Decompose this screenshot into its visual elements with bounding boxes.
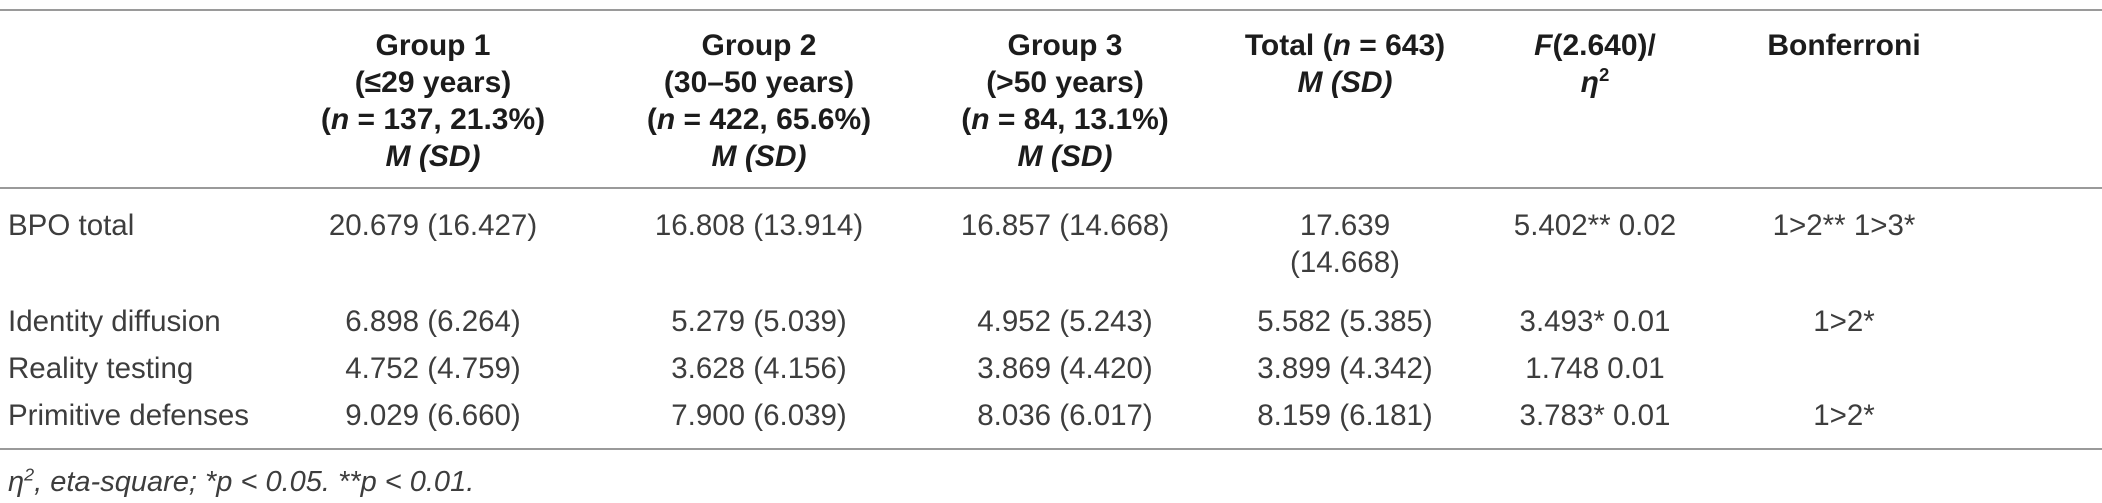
cell-f-eta: 3.493* 0.01 xyxy=(1519,305,1671,338)
cell-f-eta: 3.783* 0.01 xyxy=(1480,389,1710,450)
header-f-line: F(2.640)/ xyxy=(1534,29,1656,62)
table-row-identity-diffusion: Identity diffusion 6.898 (6.264) 5.279 (… xyxy=(0,295,2102,342)
header-bonferroni: Bonferroni xyxy=(1710,10,2102,189)
header-group1: Group 1 (≤29 years) (n = 137, 21.3%) M (… xyxy=(268,10,598,189)
cell-total: 3.899 (4.342) xyxy=(1257,352,1433,385)
cell-bonferroni: 1>2* xyxy=(1813,305,1875,338)
cell-f-eta: 1.748 0.01 xyxy=(1525,352,1665,385)
table-body: BPO total 20.679 (16.427) 16.808 (13.914… xyxy=(0,188,2102,450)
header-group2-n: (n = 422, 65.6%) xyxy=(646,103,872,136)
cell-f-eta: 5.402** 0.02 xyxy=(1513,209,1677,242)
header-group2-title: Group 2 xyxy=(701,29,817,62)
table-row-primitive-defenses: Primitive defenses 9.029 (6.660) 7.900 (… xyxy=(0,389,2102,450)
row-label: BPO total xyxy=(8,209,135,242)
cell-group2: 7.900 (6.039) xyxy=(598,389,920,450)
header-group1-title: Group 1 xyxy=(375,29,491,62)
header-row-label-spacer xyxy=(0,10,268,189)
cell-group3: 16.857 (14.668) xyxy=(960,209,1170,242)
cell-total: 5.582 (5.385) xyxy=(1257,305,1433,338)
cell-bonferroni: 1>2** 1>3* xyxy=(1772,209,1916,242)
header-total: Total (n = 643) M (SD) xyxy=(1210,10,1480,189)
cell-group3: 4.952 (5.243) xyxy=(977,305,1153,338)
cell-total: 17.639 (14.668) xyxy=(1290,209,1400,279)
header-group2-range: (30–50 years) xyxy=(663,66,855,99)
cell-group1: 4.752 (4.759) xyxy=(345,352,521,385)
header-f-eta: F(2.640)/ η2 xyxy=(1480,10,1710,189)
cell-group2: 3.628 (4.156) xyxy=(671,352,847,385)
table-footnote: η2, eta-square; *p < 0.05. **p < 0.01. xyxy=(8,464,475,498)
stats-table: Group 1 (≤29 years) (n = 137, 21.3%) M (… xyxy=(0,9,2102,450)
header-group3: Group 3 (>50 years) (n = 84, 13.1%) M (S… xyxy=(920,10,1210,189)
header-group1-range: (≤29 years) xyxy=(354,66,512,99)
table-row-bpo-total: BPO total 20.679 (16.427) 16.808 (13.914… xyxy=(0,188,2102,295)
cell-total: 8.159 (6.181) xyxy=(1210,389,1480,450)
header-row: Group 1 (≤29 years) (n = 137, 21.3%) M (… xyxy=(0,10,2102,189)
row-label: Reality testing xyxy=(8,352,194,385)
cell-group1: 20.679 (16.427) xyxy=(328,209,538,242)
row-label: Primitive defenses xyxy=(0,389,268,450)
header-group3-range: (>50 years) xyxy=(986,66,1144,99)
header-group1-msd: M (SD) xyxy=(385,140,481,173)
table-row-reality-testing: Reality testing 4.752 (4.759) 3.628 (4.1… xyxy=(0,342,2102,389)
header-eta-line: η2 xyxy=(1580,64,1610,99)
header-group2-msd: M (SD) xyxy=(711,140,807,173)
header-group3-n: (n = 84, 13.1%) xyxy=(961,103,1169,136)
header-group2: Group 2 (30–50 years) (n = 422, 65.6%) M… xyxy=(598,10,920,189)
header-group1-n: (n = 137, 21.3%) xyxy=(320,103,546,136)
cell-group1: 6.898 (6.264) xyxy=(345,305,521,338)
cell-group3: 8.036 (6.017) xyxy=(920,389,1210,450)
cell-bonferroni: 1>2* xyxy=(1710,389,2102,450)
cell-bonferroni xyxy=(1710,342,2102,389)
table-header: Group 1 (≤29 years) (n = 137, 21.3%) M (… xyxy=(0,10,2102,189)
cell-group2: 16.808 (13.914) xyxy=(654,209,864,242)
row-label: Identity diffusion xyxy=(8,305,221,338)
cell-group2: 5.279 (5.039) xyxy=(671,305,847,338)
header-group3-msd: M (SD) xyxy=(1017,140,1113,173)
header-group3-title: Group 3 xyxy=(1007,29,1123,62)
cell-group3: 3.869 (4.420) xyxy=(977,352,1153,385)
cell-group1: 9.029 (6.660) xyxy=(268,389,598,450)
header-total-msd: M (SD) xyxy=(1297,66,1393,99)
header-total-title: Total (n = 643) xyxy=(1244,29,1446,62)
